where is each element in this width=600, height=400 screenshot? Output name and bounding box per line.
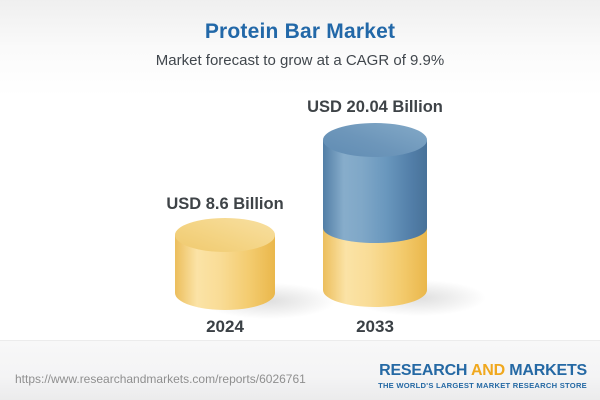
bar-value-label-2024: USD 8.6 Billion bbox=[166, 195, 284, 213]
logo-word-research: RESEARCH bbox=[379, 362, 468, 379]
logo-word-markets: MARKETS bbox=[509, 362, 587, 379]
footer-bar: https://www.researchandmarkets.com/repor… bbox=[0, 340, 600, 400]
logo-wordmark: RESEARCH AND MARKETS bbox=[378, 363, 587, 379]
logo-tagline: THE WORLD'S LARGEST MARKET RESEARCH STOR… bbox=[378, 381, 587, 390]
report-url: https://www.researchandmarkets.com/repor… bbox=[15, 372, 306, 386]
bar-2033-cylinder-top bbox=[323, 123, 427, 157]
research-and-markets-logo: RESEARCH AND MARKETS THE WORLD'S LARGEST… bbox=[378, 363, 587, 390]
axis-label-2024: 2024 bbox=[206, 317, 244, 336]
bar-2024-cylinder-top bbox=[175, 218, 275, 252]
chart-subtitle: Market forecast to grow at a CAGR of 9.9… bbox=[155, 52, 445, 69]
axis-label-2033: 2033 bbox=[356, 317, 394, 336]
page-title: Protein Bar Market bbox=[204, 20, 396, 43]
bar-value-label-2033: USD 20.04 Billion bbox=[307, 98, 443, 116]
logo-word-and: AND bbox=[470, 362, 506, 379]
bar-2033-blue-segment bbox=[323, 140, 427, 243]
bar-chart: USD 8.6 Billion 2024 USD 20.04 Billion 2… bbox=[166, 98, 486, 336]
